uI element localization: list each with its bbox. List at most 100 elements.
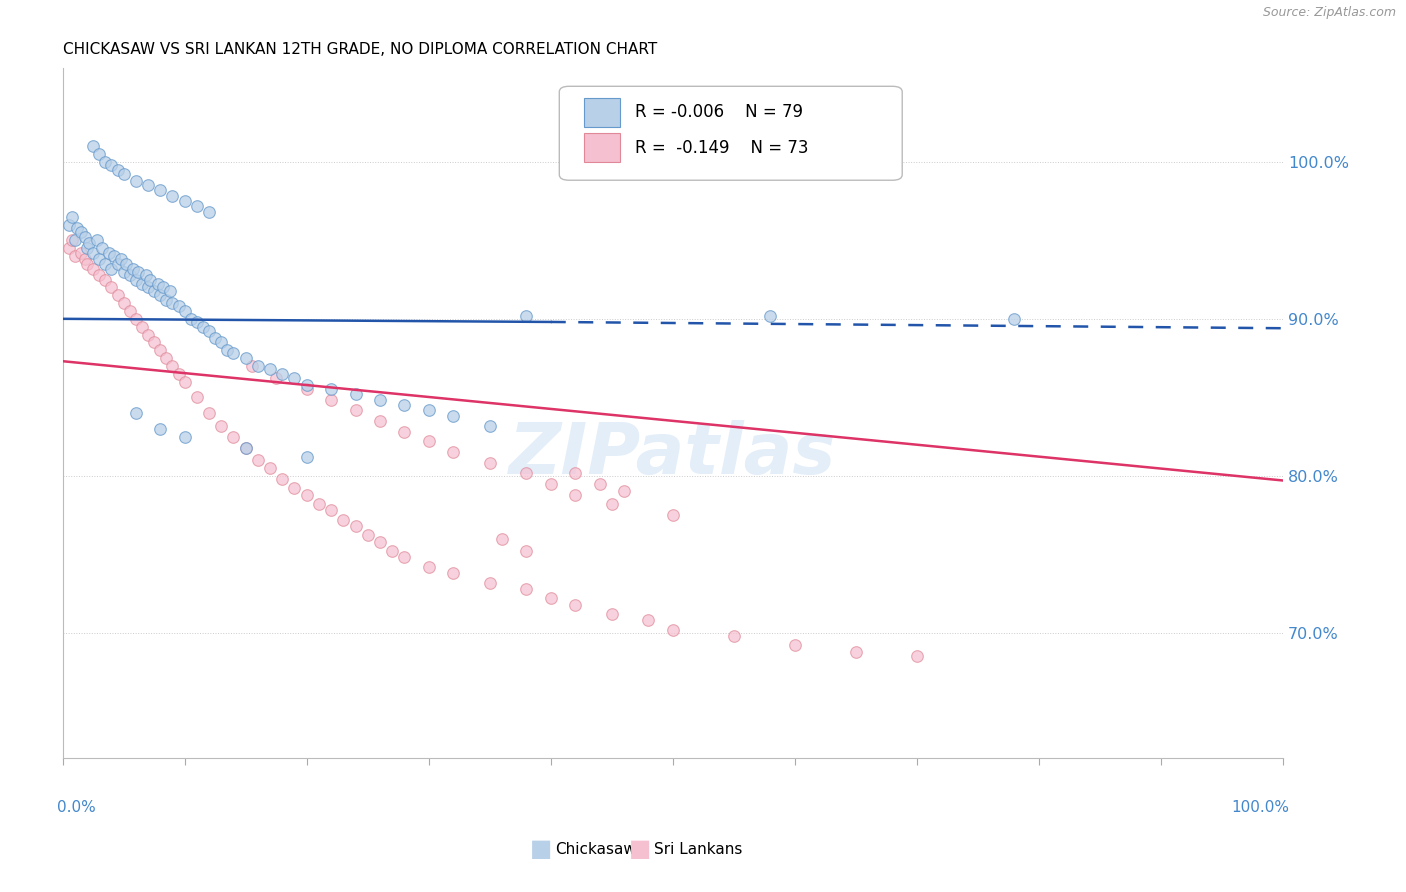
Point	[394, 398, 416, 412]
Point	[295, 450, 318, 464]
Point	[515, 309, 537, 323]
Point	[783, 638, 806, 652]
Point	[162, 296, 184, 310]
Point	[478, 418, 501, 433]
Point	[115, 257, 138, 271]
Point	[146, 277, 169, 292]
Point	[332, 513, 354, 527]
Point	[107, 162, 129, 177]
Point	[173, 429, 195, 443]
Point	[198, 324, 221, 338]
Point	[295, 377, 318, 392]
Point	[198, 205, 221, 219]
Text: Sri Lankans: Sri Lankans	[654, 842, 742, 856]
Point	[98, 246, 121, 260]
Point	[198, 406, 221, 420]
Point	[70, 246, 93, 260]
Point	[271, 367, 294, 381]
Point	[89, 268, 111, 282]
Point	[222, 346, 245, 360]
Point	[418, 559, 440, 574]
Point	[418, 434, 440, 449]
Point	[368, 393, 391, 408]
Point	[344, 387, 367, 401]
Point	[418, 402, 440, 417]
Point	[82, 246, 104, 260]
Text: Chickasaw: Chickasaw	[555, 842, 637, 856]
Point	[180, 311, 202, 326]
Point	[82, 261, 104, 276]
Text: ZIPatlas: ZIPatlas	[509, 420, 837, 489]
Point	[515, 544, 537, 558]
Point	[155, 293, 177, 307]
Point	[283, 371, 305, 385]
Point	[125, 174, 148, 188]
Text: Source: ZipAtlas.com: Source: ZipAtlas.com	[1263, 6, 1396, 20]
Point	[94, 257, 117, 271]
Point	[73, 230, 96, 244]
Point	[63, 233, 86, 247]
Text: CHICKASAW VS SRI LANKAN 12TH GRADE, NO DIPLOMA CORRELATION CHART: CHICKASAW VS SRI LANKAN 12TH GRADE, NO D…	[63, 42, 657, 57]
Point	[186, 315, 208, 329]
Point	[613, 484, 636, 499]
Point	[63, 249, 86, 263]
Point	[600, 607, 623, 621]
Text: 0.0%: 0.0%	[56, 800, 96, 814]
Point	[167, 367, 190, 381]
Point	[441, 566, 464, 581]
Point	[118, 304, 141, 318]
Point	[103, 249, 125, 263]
Point	[122, 261, 145, 276]
Point	[162, 359, 184, 373]
Point	[662, 508, 685, 522]
Point	[515, 582, 537, 596]
Point	[259, 461, 281, 475]
Point	[564, 488, 586, 502]
Point	[394, 425, 416, 439]
Point	[540, 591, 562, 606]
Point	[308, 497, 330, 511]
Point	[491, 532, 513, 546]
Point	[441, 409, 464, 424]
Point	[139, 272, 162, 286]
Point	[79, 236, 101, 251]
Point	[204, 331, 226, 345]
Point	[246, 453, 269, 467]
Point	[344, 402, 367, 417]
FancyBboxPatch shape	[560, 87, 903, 180]
Point	[235, 441, 257, 455]
Point	[357, 528, 380, 542]
Point	[600, 497, 623, 511]
Point	[186, 199, 208, 213]
Point	[235, 351, 257, 365]
Point	[264, 371, 287, 385]
Point	[540, 476, 562, 491]
Point	[368, 534, 391, 549]
Point	[94, 154, 117, 169]
Point	[1004, 311, 1026, 326]
Point	[167, 299, 190, 313]
Point	[319, 393, 342, 408]
Point	[155, 351, 177, 365]
Point	[143, 335, 166, 350]
Point	[112, 265, 135, 279]
Point	[94, 272, 117, 286]
FancyBboxPatch shape	[583, 133, 620, 162]
Point	[149, 343, 172, 358]
Point	[564, 466, 586, 480]
Point	[149, 422, 172, 436]
Point	[89, 147, 111, 161]
Point	[173, 304, 195, 318]
Point	[381, 544, 404, 558]
Point	[125, 272, 148, 286]
Point	[70, 226, 93, 240]
Point	[100, 158, 122, 172]
Point	[209, 418, 232, 433]
FancyBboxPatch shape	[583, 97, 620, 127]
Point	[86, 233, 108, 247]
Text: R =  -0.149    N = 73: R = -0.149 N = 73	[636, 139, 808, 157]
Point	[723, 629, 745, 643]
Point	[235, 441, 257, 455]
Point	[136, 178, 159, 193]
Point	[478, 456, 501, 470]
